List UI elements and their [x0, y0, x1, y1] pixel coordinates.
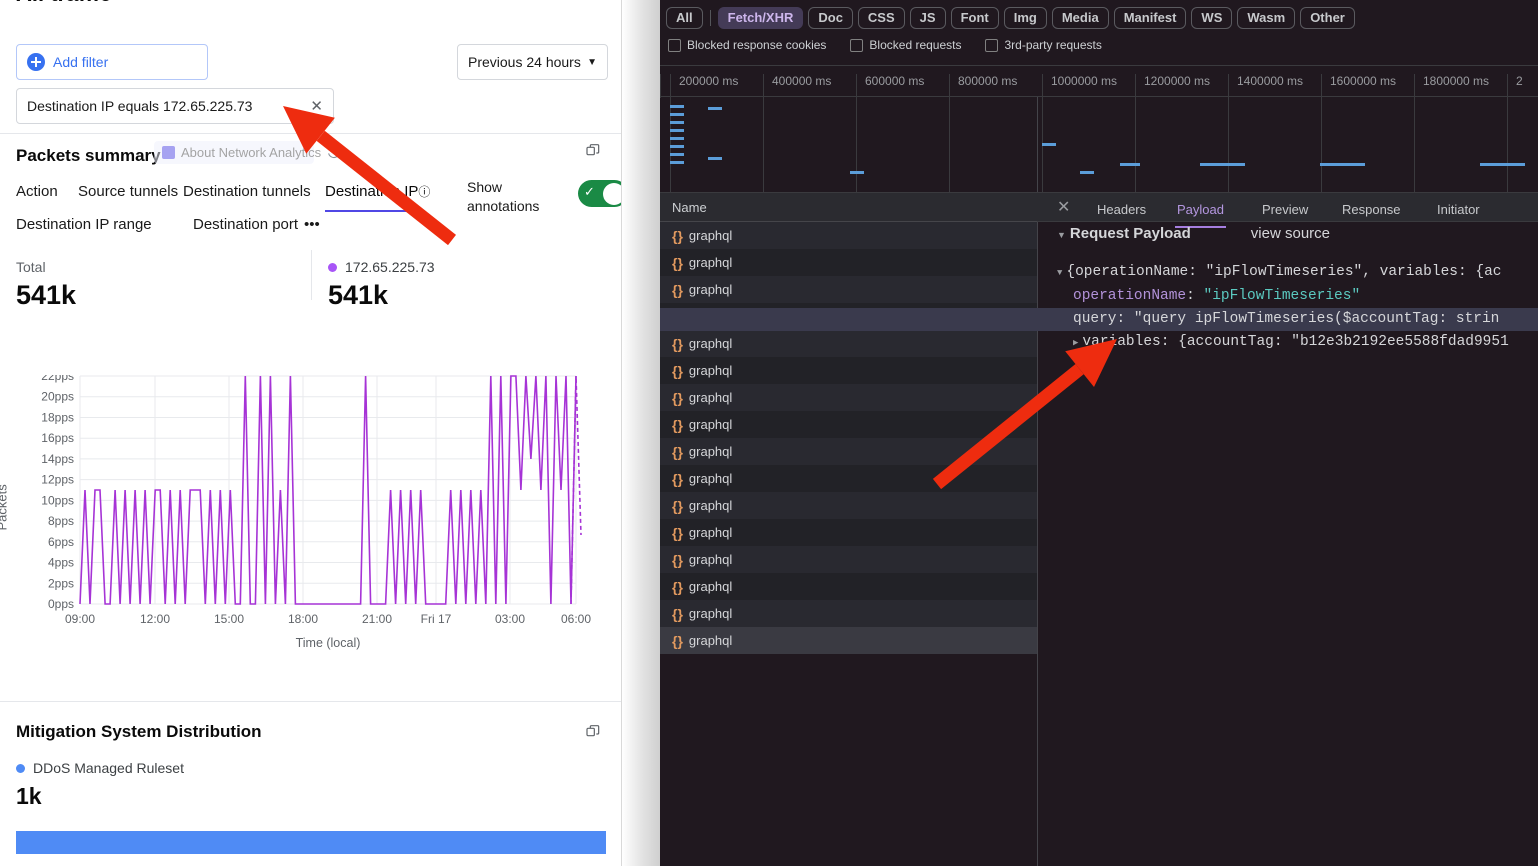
svg-text:12pps: 12pps [41, 473, 74, 487]
svg-text:10pps: 10pps [41, 493, 74, 507]
svg-text:03:00: 03:00 [495, 612, 525, 626]
svg-text:21:00: 21:00 [362, 612, 392, 626]
svg-text:Time (local): Time (local) [296, 636, 361, 650]
svg-text:06:00: 06:00 [561, 612, 591, 626]
svg-text:20pps: 20pps [41, 390, 74, 404]
svg-text:2pps: 2pps [48, 576, 74, 590]
svg-text:09:00: 09:00 [65, 612, 95, 626]
svg-text:Fri 17: Fri 17 [421, 612, 452, 626]
svg-text:0pps: 0pps [48, 597, 74, 611]
svg-text:14pps: 14pps [41, 452, 74, 466]
svg-text:18pps: 18pps [41, 411, 74, 425]
svg-text:8pps: 8pps [48, 514, 74, 528]
svg-text:6pps: 6pps [48, 535, 74, 549]
svg-text:18:00: 18:00 [288, 612, 318, 626]
svg-text:22pps: 22pps [41, 375, 74, 383]
svg-text:4pps: 4pps [48, 556, 74, 570]
svg-text:15:00: 15:00 [214, 612, 244, 626]
svg-text:12:00: 12:00 [140, 612, 170, 626]
svg-text:16pps: 16pps [41, 431, 74, 445]
